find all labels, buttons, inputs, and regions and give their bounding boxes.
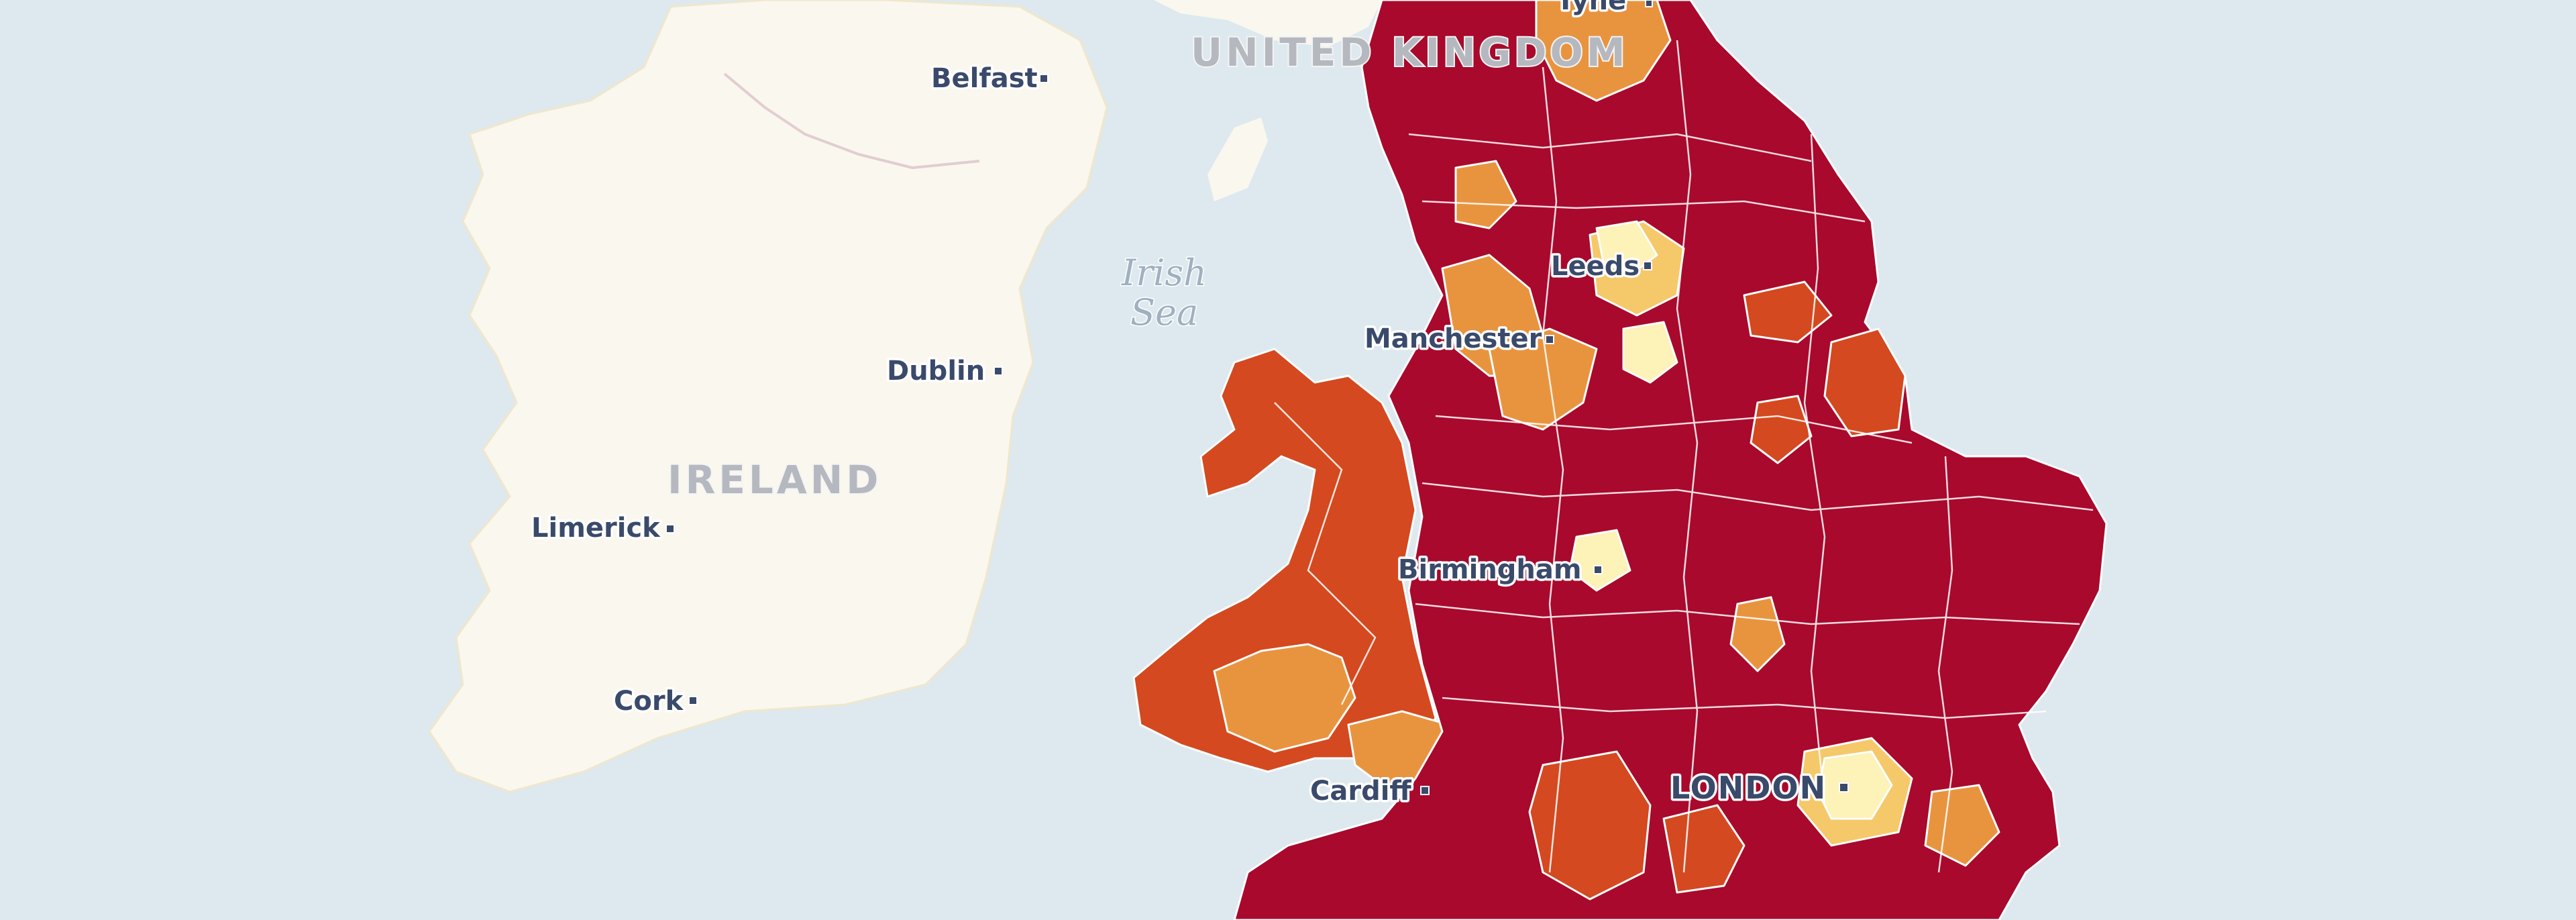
city-marker-dublin bbox=[994, 366, 1003, 376]
city-marker-cork bbox=[688, 696, 698, 705]
land-scotland bbox=[1154, 0, 1382, 47]
city-marker-birmingham bbox=[1593, 565, 1603, 574]
region-birmingham-lowest bbox=[1568, 529, 1631, 592]
city-marker-manchester bbox=[1545, 335, 1554, 344]
land-isle-of-man bbox=[1208, 117, 1268, 201]
city-marker-leeds bbox=[1643, 261, 1652, 270]
city-label-limerick: Limerick bbox=[531, 513, 661, 544]
region-manchester-medium bbox=[1488, 327, 1598, 431]
city-label-belfast: Belfast bbox=[931, 63, 1038, 94]
region-south-wales-medium bbox=[1213, 643, 1356, 753]
city-label-dublin: Dublin bbox=[887, 356, 985, 387]
water-label-irish-sea-2: Sea bbox=[1130, 291, 1198, 334]
region-london-lowest bbox=[1817, 750, 1893, 820]
region-england bbox=[1233, 0, 2108, 920]
country-label-ireland: IRELAND bbox=[667, 457, 881, 503]
region-sheffield-lowest bbox=[1622, 321, 1678, 384]
city-label-cork: Cork bbox=[614, 686, 684, 717]
country-label-uk: UNITED KINGDOM bbox=[1191, 30, 1629, 75]
region-notts-high bbox=[1750, 395, 1813, 464]
city-marker-belfast bbox=[1039, 74, 1049, 83]
water-label-irish-sea-1: Irish bbox=[1121, 252, 1207, 294]
city-marker-limerick bbox=[665, 524, 675, 533]
city-marker-cardiff bbox=[1420, 786, 1430, 795]
city-label-london: LONDON bbox=[1670, 770, 1827, 806]
city-label-cardiff: Cardiff bbox=[1310, 776, 1411, 807]
city-label-birmingham: Birmingham bbox=[1398, 554, 1582, 585]
region-wiltshire-high bbox=[1528, 750, 1652, 901]
district-boundaries bbox=[1274, 40, 2094, 873]
city-label-tyne: Tyne bbox=[1556, 0, 1626, 16]
city-marker-london bbox=[1839, 782, 1849, 793]
land-ireland bbox=[428, 0, 1108, 793]
border-northern-ireland bbox=[723, 72, 980, 170]
region-tyne-medium bbox=[1535, 0, 1672, 102]
city-label-leeds: Leeds bbox=[1551, 251, 1640, 282]
region-kent-medium bbox=[1924, 784, 2000, 867]
region-cumbria-medium bbox=[1454, 160, 1517, 229]
city-label-manchester: Manchester bbox=[1364, 323, 1542, 354]
region-humber-high bbox=[1743, 280, 1833, 344]
region-lincolnshire-high bbox=[1823, 327, 1907, 438]
city-marker-tyne bbox=[1645, 0, 1653, 7]
region-midlands-medium bbox=[1729, 596, 1786, 672]
